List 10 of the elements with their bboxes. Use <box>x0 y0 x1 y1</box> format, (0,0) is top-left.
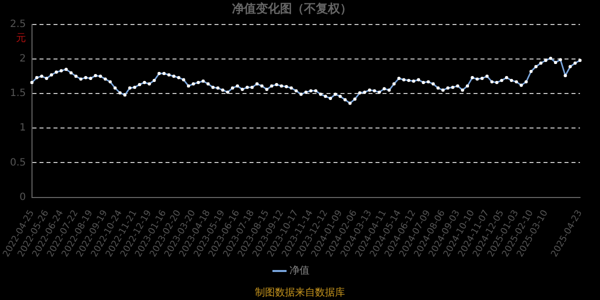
y-tick-label: 1 <box>20 122 26 134</box>
y-tick-label: 0 <box>20 192 26 203</box>
legend-label: 净值 <box>290 264 310 277</box>
text: 制图数据来自数据库 <box>255 286 345 299</box>
y-tick-label: 2 <box>20 54 26 65</box>
y-tick-label: 2.5 <box>10 18 26 30</box>
chart-title: 净值变化图（不复权） <box>232 1 352 16</box>
y-tick-label: 0.5 <box>10 157 26 168</box>
y-axis-title: 元 <box>16 32 26 44</box>
y-tick-label: 1.5 <box>10 88 26 100</box>
